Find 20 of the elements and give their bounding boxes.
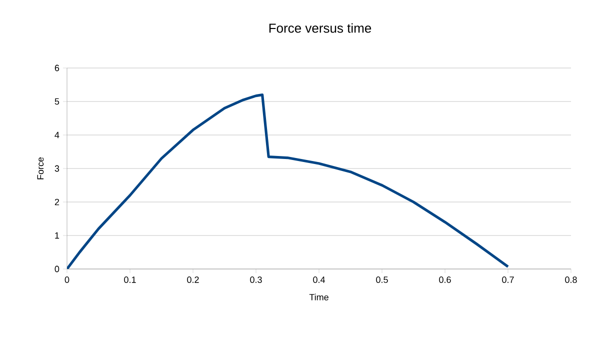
y-tick-label: 6 (54, 64, 60, 72)
x-tick-label: 0 (64, 276, 70, 283)
x-tick-label: 0.4 (313, 276, 325, 283)
x-tick-label: 0.3 (250, 276, 262, 283)
y-tick-label: 0 (54, 266, 60, 272)
y-tick-label: 5 (54, 98, 60, 105)
x-tick-label: 0.2 (187, 276, 199, 283)
chart-title: Force versus time (269, 23, 372, 33)
x-tick-label: 0.8 (565, 276, 577, 283)
x-tick-label: 0.7 (502, 276, 514, 283)
y-axis-title: Force (37, 157, 44, 180)
line-series (67, 94, 510, 269)
y-tick-label: 2 (54, 198, 60, 206)
y-tick-label: 4 (54, 132, 60, 138)
x-axis-title: Time (309, 294, 328, 300)
x-tick-label: 0.5 (376, 276, 388, 283)
x-tick-label: 0.1 (124, 276, 136, 283)
y-tick-label: 3 (54, 165, 60, 172)
y-tick-label: 1 (55, 232, 60, 239)
x-tick-label: 0.6 (439, 276, 451, 283)
